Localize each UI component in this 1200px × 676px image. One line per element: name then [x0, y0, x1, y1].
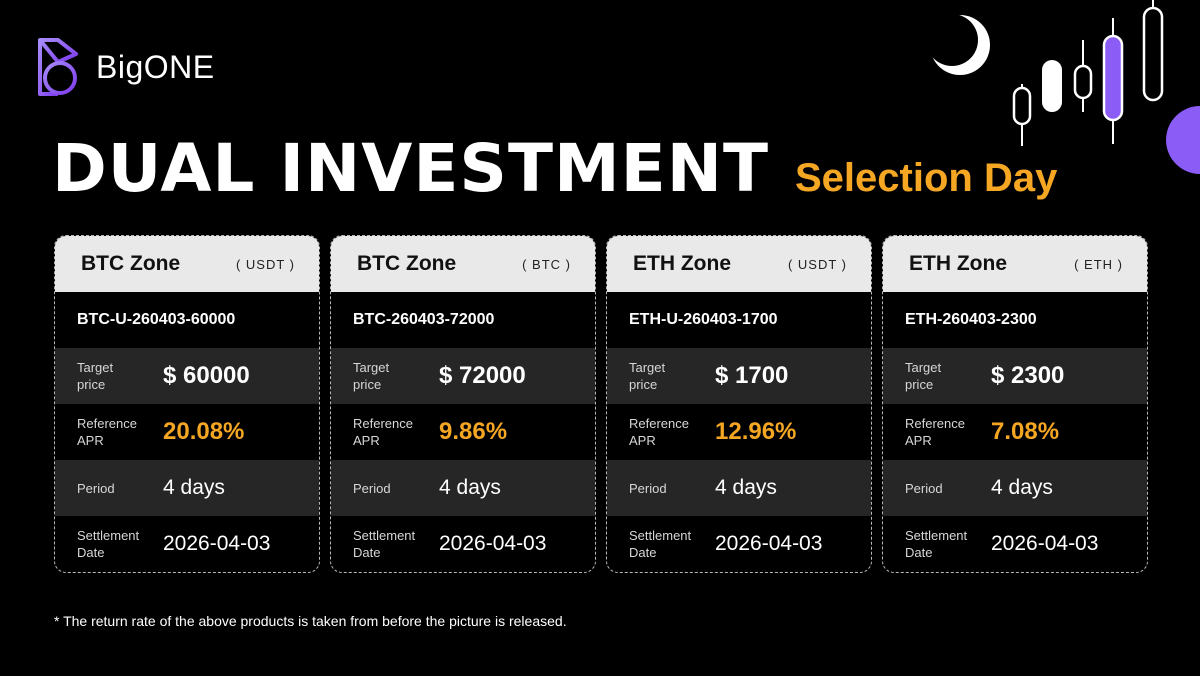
apr-label: Reference APR: [77, 416, 137, 448]
settlement-value: 2026-04-03: [715, 532, 823, 555]
card-header: ETH Zone ( ETH ): [883, 236, 1147, 292]
apr-label: Reference APR: [905, 416, 965, 448]
target-price-value: $ 1700: [715, 362, 789, 389]
zone-unit: ( BTC ): [522, 256, 571, 272]
product-card: ETH Zone ( ETH ) ETH-260403-2300 Target p…: [882, 235, 1148, 573]
brand-logo: BigONE: [36, 36, 215, 98]
target-price-label: Target price: [905, 360, 942, 392]
zone-title: BTC Zone: [81, 252, 181, 275]
period-row: Period 4 days: [883, 460, 1147, 516]
period-row: Period 4 days: [331, 460, 595, 516]
purple-circle-icon: [1166, 106, 1200, 174]
footnote: * The return rate of the above products …: [54, 613, 567, 629]
settlement-row: Settlement Date 2026-04-03: [883, 516, 1147, 572]
product-code-row: BTC-260403-72000: [331, 292, 595, 348]
page-subtitle: Selection Day: [795, 156, 1058, 200]
headline: DUAL INVESTMENT Selection Day: [52, 130, 1057, 207]
target-price-label: Target price: [629, 360, 666, 392]
product-code: ETH-U-260403-1700: [629, 311, 778, 328]
apr-label: Reference APR: [353, 416, 413, 448]
period-label: Period: [629, 480, 667, 496]
target-price-row: Target price $ 72000: [331, 348, 595, 404]
brand-name: BigONE: [96, 48, 215, 85]
target-price-row: Target price $ 1700: [607, 348, 871, 404]
settlement-value: 2026-04-03: [439, 532, 547, 555]
apr-value: 12.96%: [715, 418, 797, 445]
apr-row: Reference APR 20.08%: [55, 404, 319, 460]
apr-row: Reference APR 9.86%: [331, 404, 595, 460]
product-cards: BTC Zone ( USDT ) BTC-U-260403-60000 Tar…: [54, 235, 1148, 573]
bigone-logo-icon: [38, 38, 78, 96]
zone-title: ETH Zone: [633, 252, 731, 275]
zone-title: ETH Zone: [909, 252, 1007, 275]
target-price-value: $ 2300: [991, 362, 1065, 389]
period-label: Period: [77, 480, 115, 496]
product-code: BTC-U-260403-60000: [77, 311, 236, 328]
target-price-row: Target price $ 2300: [883, 348, 1147, 404]
settlement-row: Settlement Date 2026-04-03: [331, 516, 595, 572]
product-card: BTC Zone ( BTC ) BTC-260403-72000 Target…: [330, 235, 596, 573]
product-card: ETH Zone ( USDT ) ETH-U-260403-1700 Targ…: [606, 235, 872, 573]
period-label: Period: [905, 480, 943, 496]
target-price-label: Target price: [77, 360, 114, 392]
settlement-row: Settlement Date 2026-04-03: [55, 516, 319, 572]
target-price-value: $ 72000: [439, 362, 526, 389]
period-row: Period 4 days: [607, 460, 871, 516]
zone-unit: ( USDT ): [235, 256, 295, 272]
settlement-label: Settlement Date: [77, 528, 140, 560]
card-header: BTC Zone ( USDT ): [55, 236, 319, 292]
period-value: 4 days: [163, 476, 225, 499]
product-card: BTC Zone ( USDT ) BTC-U-260403-60000 Tar…: [54, 235, 320, 573]
settlement-label: Settlement Date: [905, 528, 968, 560]
page-title: DUAL INVESTMENT: [52, 130, 769, 207]
settlement-label: Settlement Date: [353, 528, 416, 560]
settlement-row: Settlement Date 2026-04-03: [607, 516, 871, 572]
candlestick-decoration-icon: [926, 0, 1200, 174]
apr-row: Reference APR 12.96%: [607, 404, 871, 460]
settlement-value: 2026-04-03: [991, 532, 1099, 555]
apr-label: Reference APR: [629, 416, 689, 448]
settlement-label: Settlement Date: [629, 528, 692, 560]
product-code: BTC-260403-72000: [353, 311, 495, 328]
period-label: Period: [353, 480, 391, 496]
period-value: 4 days: [715, 476, 777, 499]
product-code-row: ETH-260403-2300: [883, 292, 1147, 348]
apr-value: 9.86%: [439, 418, 508, 445]
period-value: 4 days: [991, 476, 1053, 499]
product-code-row: BTC-U-260403-60000: [55, 292, 319, 348]
card-header: BTC Zone ( BTC ): [331, 236, 595, 292]
product-code: ETH-260403-2300: [905, 311, 1037, 328]
card-header: ETH Zone ( USDT ): [607, 236, 871, 292]
period-row: Period 4 days: [55, 460, 319, 516]
zone-unit: ( ETH ): [1074, 256, 1123, 272]
settlement-value: 2026-04-03: [163, 532, 271, 555]
product-code-row: ETH-U-260403-1700: [607, 292, 871, 348]
zone-unit: ( USDT ): [787, 256, 847, 272]
period-value: 4 days: [439, 476, 501, 499]
apr-row: Reference APR 7.08%: [883, 404, 1147, 460]
target-price-value: $ 60000: [163, 362, 250, 389]
apr-value: 20.08%: [163, 418, 245, 445]
apr-value: 7.08%: [991, 418, 1060, 445]
target-price-row: Target price $ 60000: [55, 348, 319, 404]
zone-title: BTC Zone: [357, 252, 457, 275]
target-price-label: Target price: [353, 360, 390, 392]
